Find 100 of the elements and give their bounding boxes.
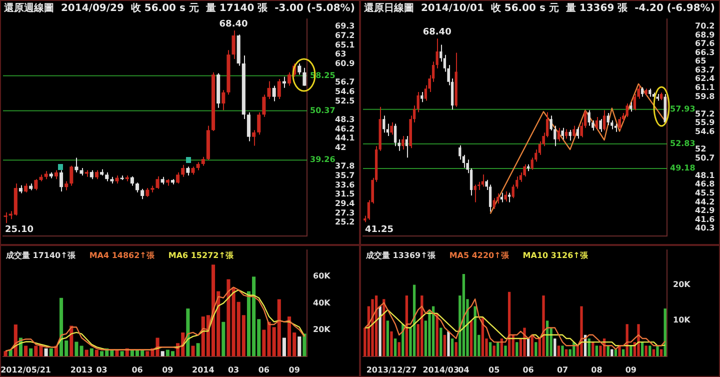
y-tick-label: 48.1 [695, 170, 716, 180]
bar [516, 342, 518, 356]
y-tick-label: 46.8 [695, 180, 716, 189]
ref-line-label: 52.83 [670, 138, 696, 148]
text: 成交量 13369↑張 [365, 250, 436, 260]
bar [432, 306, 435, 356]
text: MA4 14862↑張 [89, 251, 156, 260]
bar [610, 349, 614, 356]
bar [80, 346, 84, 356]
y-tick-label: 69.3 [335, 22, 355, 31]
y-tick-label: 52 [695, 144, 706, 154]
bar [390, 331, 393, 356]
y-tick-label: 70.2 [695, 22, 715, 31]
bar [454, 342, 458, 356]
y-tick-label: 60K [313, 272, 332, 281]
bar [191, 346, 195, 356]
x-tick-label: 2013/12/27 [366, 365, 417, 374]
y-tick-label: 54.6 [335, 87, 356, 96]
y-tick-label: 65.1 [335, 40, 356, 50]
bar [526, 338, 530, 356]
bar [474, 306, 476, 356]
x-tick-label: 06 [258, 365, 270, 374]
bar [470, 320, 473, 356]
y-tick-label: 25.2 [335, 218, 355, 227]
candlestick [656, 94, 659, 102]
chart-title: 還原日線圖 2014/10/01 收 56.00 s 元 量 13369 張 -4.20 (-6.98%) [364, 2, 715, 15]
y-tick-label: 27.3 [335, 208, 355, 218]
bar [226, 279, 230, 356]
candlestick [115, 175, 119, 184]
bar [160, 351, 164, 356]
y-tick-label: 40K [313, 298, 332, 308]
y-tick-label: 35.7 [335, 171, 355, 180]
text: MA5 4220↑張 [449, 251, 510, 260]
bar [386, 320, 390, 356]
bar [648, 346, 652, 356]
ref-line-label: 50.37 [310, 106, 336, 115]
y-tick-label: 55.9 [695, 118, 716, 128]
y-tick-label: 41.6 [695, 214, 716, 224]
y-tick-label: 62.4 [695, 74, 716, 84]
bar [428, 310, 431, 356]
bar [298, 336, 302, 356]
bar [44, 348, 48, 356]
y-tick-label: 54.6 [695, 126, 716, 136]
bar [656, 346, 659, 356]
y-tick-label: 44.2 [695, 197, 715, 206]
bar [637, 324, 640, 356]
annotation: 68.40 [219, 19, 248, 30]
bar [29, 348, 33, 356]
bar [24, 346, 28, 356]
x-tick-label: 09 [162, 365, 174, 374]
y-tick-label: 63.7 [695, 65, 715, 74]
y-tick-label: 42.9 [695, 206, 716, 216]
x-tick-label: 2014/03 [422, 365, 460, 374]
y-tick-label: 46.2 [335, 124, 355, 134]
y-tick-label: 20K [313, 324, 332, 334]
y-tick-label: 68.9 [695, 30, 716, 40]
bar [282, 338, 286, 356]
y-tick-label: 67.2 [335, 30, 355, 40]
x-tick-label: 08 [591, 365, 603, 374]
bar [120, 351, 124, 356]
bar [622, 349, 625, 356]
bar [488, 342, 492, 356]
ref-line-label: 57.93 [670, 104, 696, 114]
x-tick-label: 07 [556, 365, 568, 374]
x-tick-label: 06 [522, 365, 534, 374]
bar [580, 306, 583, 356]
y-tick-label: 10K [673, 316, 692, 325]
x-tick-label: 05 [488, 365, 500, 374]
annotation: 41.25 [365, 224, 394, 235]
y-tick-label: 57.2 [695, 109, 715, 118]
bar [90, 348, 94, 356]
bar [447, 331, 450, 356]
bar [443, 334, 446, 356]
y-tick-label: 20K [673, 280, 692, 289]
ref-line-label: 49.18 [670, 164, 696, 173]
bar [398, 342, 400, 356]
annotation: 68.40 [422, 27, 452, 38]
bar [440, 328, 442, 356]
bar [564, 349, 568, 356]
y-tick-label: 29.4 [335, 199, 356, 208]
chart-title: 還原週線圖 2014/09/29 收 56.00 s 元 量 17140 張 -3.00 (-5.08%) [4, 2, 355, 15]
bar [652, 349, 656, 356]
bar [557, 346, 560, 356]
bar [534, 342, 538, 356]
y-tick-label: 59.8 [695, 92, 716, 101]
y-tick-label: 56.7 [335, 78, 355, 87]
y-tick-label: 42 [335, 143, 346, 152]
x-tick-label: 06 [132, 365, 144, 374]
text: 成交量 17140↑張 [5, 250, 76, 260]
bar [561, 346, 564, 356]
bar [371, 299, 374, 356]
y-tick-label: 31.5 [335, 190, 356, 199]
y-tick-label: 44.1 [335, 134, 356, 143]
y-tick-label: 52.5 [335, 96, 356, 106]
bar [74, 342, 78, 356]
y-tick-label: 33.6 [335, 180, 356, 190]
x-tick-label: 03 [96, 365, 108, 374]
y-tick-label: 45.5 [695, 188, 716, 198]
bar [664, 308, 666, 356]
text: MA10 3126↑張 [522, 251, 589, 260]
